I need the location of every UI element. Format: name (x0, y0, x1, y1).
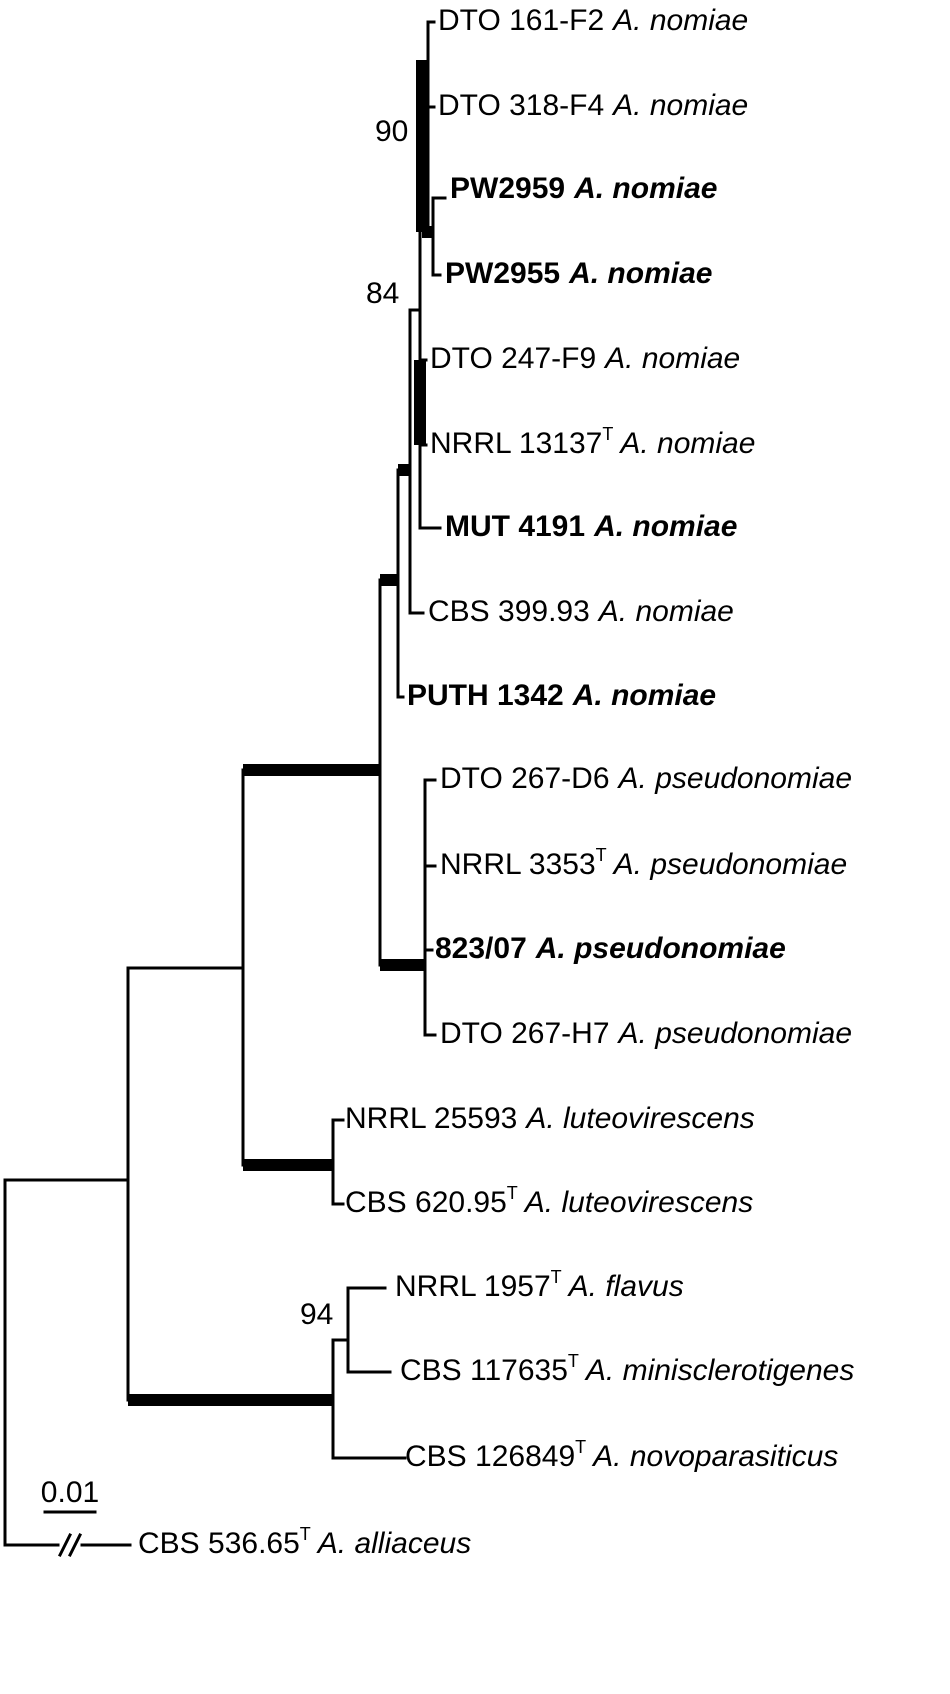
taxon-label: NRRL 25593 A. luteovirescens (345, 1102, 755, 1135)
strain: DTO 267-D6 (440, 762, 610, 795)
species: A. novoparasiticus (591, 1440, 838, 1473)
type-strain-mark: T (575, 1437, 586, 1457)
type-strain-mark: T (551, 1267, 562, 1287)
species: A. nomiae (611, 89, 748, 122)
scale-bar-label: 0.01 (41, 1476, 99, 1509)
species: A. pseudonomiae (617, 762, 853, 795)
species: A. alliaceus (316, 1527, 471, 1560)
taxon-label: DTO 267-D6 A. pseudonomiae (440, 762, 852, 795)
species: A. nomiae (593, 510, 737, 543)
taxon-label: DTO 161-F2 A. nomiae (438, 4, 748, 37)
taxon-label: DTO 267-H7 A. pseudonomiae (440, 1017, 852, 1050)
branches (3, 20, 447, 1558)
taxon-label: 823/07 A. pseudonomiae (435, 932, 786, 965)
taxon-label: DTO 247-F9 A. nomiae (430, 342, 740, 375)
strain: NRRL 25593 (345, 1102, 517, 1135)
branch (243, 764, 380, 1171)
taxon-label: CBS 399.93 A. nomiae (428, 595, 734, 628)
strain: NRRL 13137 (430, 427, 602, 460)
branch (331, 1286, 407, 1460)
branch (416, 60, 433, 238)
strain: CBS 399.93 (428, 595, 590, 628)
strain: NRRL 1957 (395, 1270, 551, 1303)
species: A. nomiae (603, 342, 740, 375)
species: A. pseudonomiae (617, 1017, 853, 1050)
strain: PW2959 (450, 172, 565, 205)
strain: CBS 620.95 (345, 1186, 507, 1219)
species: A. nomiae (572, 679, 716, 712)
branch (331, 1118, 345, 1206)
strain: PW2955 (445, 257, 560, 290)
strain: DTO 267-H7 (440, 1017, 610, 1050)
support-value: 90 (375, 115, 408, 148)
species: A. flavus (567, 1270, 684, 1303)
taxon-label: NRRL 13137T A. nomiae (430, 424, 755, 460)
species: A. nomiae (573, 172, 717, 205)
support-value: 94 (300, 1298, 333, 1331)
taxon-label: NRRL 3353T A. pseudonomiae (440, 845, 847, 881)
type-strain-mark: T (507, 1183, 518, 1203)
species: A. nomiae (611, 4, 748, 37)
type-strain-mark: T (300, 1524, 311, 1544)
root-branch (3, 1178, 132, 1547)
taxon-label: CBS 620.95T A. luteovirescens (345, 1183, 753, 1219)
break-mark (57, 1532, 83, 1558)
species: A. nomiae (597, 595, 734, 628)
strain: CBS 117635 (400, 1354, 568, 1387)
taxon-label: DTO 318-F4 A. nomiae (438, 89, 748, 122)
species: A. nomiae (568, 257, 712, 290)
strain: DTO 247-F9 (430, 342, 596, 375)
taxon-label: CBS 126849T A. novoparasiticus (405, 1437, 838, 1473)
branch (423, 778, 437, 1037)
taxon-label: PUTH 1342 A. nomiae (407, 679, 716, 712)
taxon-label: MUT 4191 A. nomiae (445, 510, 737, 543)
branch (126, 966, 245, 1402)
strain: NRRL 3353 (440, 848, 596, 881)
strain: DTO 161-F2 (438, 4, 604, 37)
taxon-label: PW2955 A. nomiae (445, 257, 712, 290)
branch (408, 308, 425, 615)
strain: CBS 126849 (405, 1440, 575, 1473)
type-strain-mark: T (596, 845, 607, 865)
branch (431, 196, 447, 277)
strain: 823/07 (435, 932, 527, 965)
species: A. pseudonomiae (535, 932, 786, 965)
species: A. minisclerotigenes (584, 1354, 854, 1387)
species: A. luteovirescens (524, 1102, 754, 1135)
species: A. luteovirescens (523, 1186, 753, 1219)
support-value: 84 (366, 277, 399, 310)
strain: PUTH 1342 (407, 679, 564, 712)
species: A. pseudonomiae (612, 848, 848, 881)
type-strain-mark: T (568, 1351, 579, 1371)
strain: CBS 536.65 (138, 1527, 300, 1560)
taxon-label: CBS 117635T A. minisclerotigenes (400, 1351, 854, 1387)
strain: MUT 4191 (445, 510, 585, 543)
strain: DTO 318-F4 (438, 89, 604, 122)
species: A. nomiae (618, 427, 755, 460)
taxon-label: PW2959 A. nomiae (450, 172, 717, 205)
branch (380, 574, 425, 971)
type-strain-mark: T (602, 424, 613, 444)
branch (396, 468, 405, 699)
taxon-label: NRRL 1957T A. flavus (395, 1267, 684, 1303)
taxon-label: CBS 536.65T A. alliaceus (138, 1524, 471, 1560)
